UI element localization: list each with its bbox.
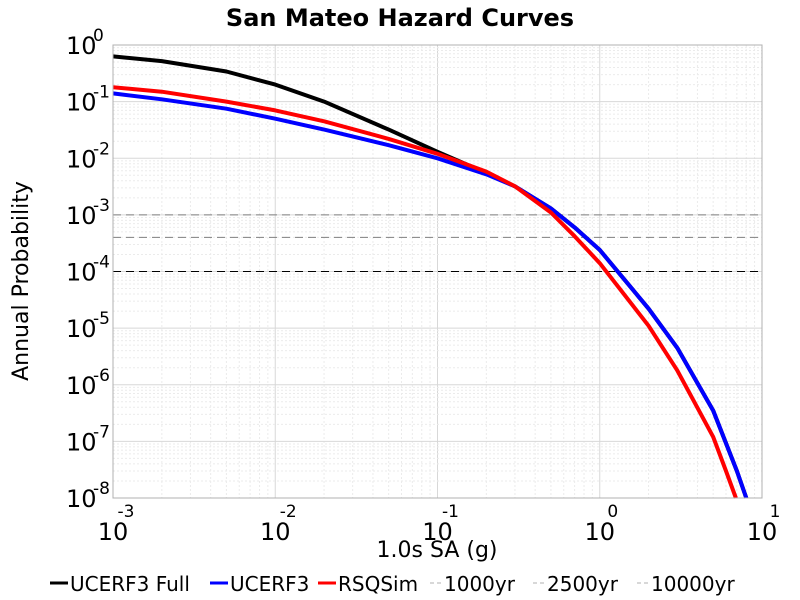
x-tick-exponent: -3 <box>118 502 135 522</box>
y-tick-label: 10-3 <box>66 196 110 230</box>
y-tick-base: 10 <box>66 485 97 513</box>
x-tick-base: 10 <box>584 518 615 546</box>
x-axis-label: 1.0s SA (g) <box>377 538 498 563</box>
y-tick-exponent: -3 <box>93 196 110 216</box>
y-tick-base: 10 <box>66 428 97 456</box>
x-tick-label: 10-2 <box>260 502 297 546</box>
y-axis-label: Annual Probability <box>9 181 34 381</box>
y-tick-label: 100 <box>66 26 104 60</box>
y-tick-label: 10-5 <box>66 309 110 343</box>
y-tick-exponent: -5 <box>93 309 110 329</box>
y-tick-exponent: -8 <box>93 479 110 499</box>
y-tick-exponent: -6 <box>93 366 110 386</box>
legend-label: 1000yr <box>444 572 516 596</box>
x-tick-base: 10 <box>98 518 129 546</box>
y-tick-exponent: 0 <box>93 26 104 46</box>
chart-title: San Mateo Hazard Curves <box>226 4 574 32</box>
y-tick-label: 10-6 <box>66 366 110 400</box>
x-tick-exponent: 0 <box>607 502 618 522</box>
y-tick-base: 10 <box>66 372 97 400</box>
legend-label: 10000yr <box>651 572 735 596</box>
legend: UCERF3 Full UCERF3 RSQSim 1000yr 2500yr 10000… <box>50 572 735 596</box>
x-tick-label: 10-1 <box>422 502 459 546</box>
y-tick-label: 10-7 <box>66 422 110 456</box>
legend-item: 2500yr <box>533 572 619 596</box>
legend-item: UCERF3 Full <box>50 572 190 596</box>
grid <box>112 45 762 499</box>
x-tick-exponent: -2 <box>280 502 297 522</box>
y-tick-base: 10 <box>66 315 97 343</box>
legend-label: 2500yr <box>547 572 619 596</box>
legend-item: RSQSim <box>318 572 418 596</box>
legend-item: 10000yr <box>637 572 735 596</box>
legend-label: UCERF3 Full <box>70 572 190 596</box>
legend-item: 1000yr <box>430 572 516 596</box>
x-tick-exponent: 1 <box>770 502 781 522</box>
y-tick-exponent: -2 <box>93 139 110 159</box>
y-tick-exponent: -1 <box>93 83 110 103</box>
y-tick-label: 10-4 <box>66 253 110 287</box>
series-lines <box>112 54 749 499</box>
legend-item: UCERF3 <box>210 572 309 596</box>
y-tick-exponent: -4 <box>93 253 110 273</box>
legend-label: RSQSim <box>338 572 418 596</box>
x-tick-exponent: -1 <box>442 502 459 522</box>
y-tick-label: 10-8 <box>66 479 110 513</box>
x-tick-base: 10 <box>260 518 291 546</box>
x-tick-label: 101 <box>747 502 781 546</box>
y-tick-label: 10-1 <box>66 83 110 117</box>
y-tick-label: 10-2 <box>66 139 110 173</box>
y-tick-base: 10 <box>66 145 97 173</box>
y-tick-exponent: -7 <box>93 422 110 442</box>
y-tick-base: 10 <box>66 89 97 117</box>
series-line-RSQSim <box>112 85 738 499</box>
reference-lines <box>113 214 762 272</box>
y-tick-base: 10 <box>66 32 97 60</box>
plot-frame <box>112 44 763 499</box>
y-tick-base: 10 <box>66 202 97 230</box>
x-tick-base: 10 <box>747 518 778 546</box>
legend-label: UCERF3 <box>230 572 309 596</box>
y-tick-base: 10 <box>66 259 97 287</box>
x-tick-base: 10 <box>422 518 453 546</box>
x-tick-label: 100 <box>584 502 618 546</box>
x-tick-label: 10-3 <box>98 502 135 546</box>
